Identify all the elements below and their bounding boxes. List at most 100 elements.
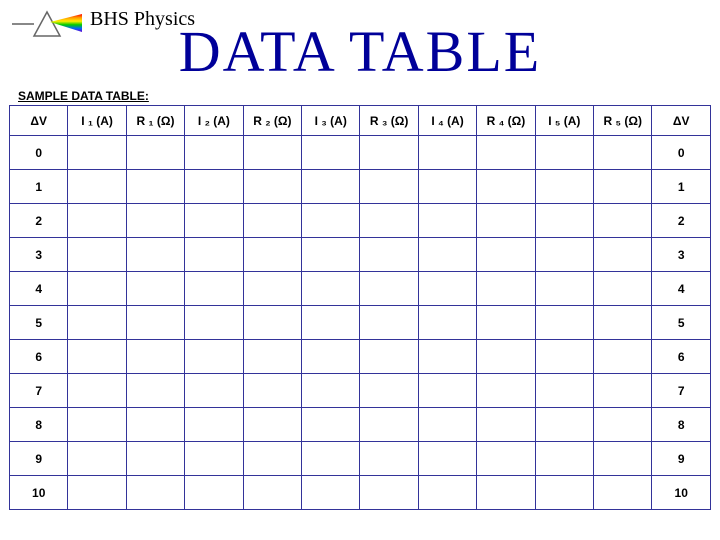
- row-label-left: 2: [10, 204, 68, 238]
- col-header: I ₁ (A): [68, 106, 126, 136]
- data-cell: [360, 272, 418, 306]
- data-cell: [477, 136, 535, 170]
- data-cell: [126, 238, 184, 272]
- data-cell: [535, 306, 593, 340]
- data-cell: [302, 442, 360, 476]
- table-row: 33: [10, 238, 711, 272]
- data-cell: [418, 374, 476, 408]
- data-cell: [535, 272, 593, 306]
- data-cell: [360, 204, 418, 238]
- row-label-right: 9: [652, 442, 711, 476]
- data-cell: [68, 374, 126, 408]
- table-row: 44: [10, 272, 711, 306]
- col-header: ΔV: [652, 106, 711, 136]
- data-cell: [126, 374, 184, 408]
- data-cell: [68, 272, 126, 306]
- data-cell: [126, 442, 184, 476]
- data-cell: [68, 170, 126, 204]
- data-cell: [594, 476, 652, 510]
- data-cell: [594, 204, 652, 238]
- data-cell: [126, 170, 184, 204]
- data-cell: [302, 476, 360, 510]
- data-cell: [535, 476, 593, 510]
- row-label-right: 10: [652, 476, 711, 510]
- col-header: I ₅ (A): [535, 106, 593, 136]
- data-cell: [243, 170, 301, 204]
- data-cell: [477, 374, 535, 408]
- data-cell: [185, 204, 243, 238]
- data-cell: [594, 272, 652, 306]
- data-cell: [185, 340, 243, 374]
- data-cell: [126, 340, 184, 374]
- data-table: ΔV I ₁ (A) R ₁ (Ω) I ₂ (A) R ₂ (Ω) I ₃ (…: [9, 105, 711, 510]
- row-label-right: 7: [652, 374, 711, 408]
- data-cell: [477, 442, 535, 476]
- table-row: 88: [10, 408, 711, 442]
- table-row: 55: [10, 306, 711, 340]
- data-cell: [418, 272, 476, 306]
- data-cell: [243, 476, 301, 510]
- table-subhead: SAMPLE DATA TABLE:: [18, 89, 720, 103]
- data-cell: [126, 408, 184, 442]
- data-cell: [418, 408, 476, 442]
- data-cell: [360, 340, 418, 374]
- row-label-right: 0: [652, 136, 711, 170]
- data-cell: [126, 476, 184, 510]
- data-cell: [302, 340, 360, 374]
- data-cell: [477, 170, 535, 204]
- data-cell: [477, 306, 535, 340]
- data-cell: [243, 306, 301, 340]
- data-cell: [243, 340, 301, 374]
- data-cell: [360, 170, 418, 204]
- data-cell: [360, 442, 418, 476]
- table-row: 22: [10, 204, 711, 238]
- row-label-left: 6: [10, 340, 68, 374]
- data-cell: [535, 408, 593, 442]
- data-cell: [68, 476, 126, 510]
- col-header: R ₂ (Ω): [243, 106, 301, 136]
- row-label-left: 1: [10, 170, 68, 204]
- row-label-left: 9: [10, 442, 68, 476]
- table-row: 77: [10, 374, 711, 408]
- data-cell: [594, 408, 652, 442]
- col-header: R ₅ (Ω): [594, 106, 652, 136]
- table-header-row: ΔV I ₁ (A) R ₁ (Ω) I ₂ (A) R ₂ (Ω) I ₃ (…: [10, 106, 711, 136]
- row-label-right: 1: [652, 170, 711, 204]
- data-cell: [185, 136, 243, 170]
- data-cell: [418, 170, 476, 204]
- data-cell: [594, 442, 652, 476]
- data-cell: [68, 408, 126, 442]
- data-cell: [68, 136, 126, 170]
- col-header: R ₃ (Ω): [360, 106, 418, 136]
- data-cell: [360, 306, 418, 340]
- data-cell: [477, 340, 535, 374]
- col-header: R ₄ (Ω): [477, 106, 535, 136]
- data-cell: [360, 408, 418, 442]
- row-label-right: 2: [652, 204, 711, 238]
- table-row: 11: [10, 170, 711, 204]
- data-cell: [360, 238, 418, 272]
- data-cell: [243, 204, 301, 238]
- data-cell: [418, 136, 476, 170]
- row-label-left: 7: [10, 374, 68, 408]
- data-cell: [243, 238, 301, 272]
- data-cell: [594, 374, 652, 408]
- data-cell: [477, 272, 535, 306]
- data-cell: [68, 306, 126, 340]
- col-header: ΔV: [10, 106, 68, 136]
- data-cell: [68, 442, 126, 476]
- data-cell: [360, 374, 418, 408]
- data-cell: [535, 136, 593, 170]
- data-cell: [185, 170, 243, 204]
- col-header: I ₂ (A): [185, 106, 243, 136]
- data-cell: [68, 340, 126, 374]
- table-row: 66: [10, 340, 711, 374]
- row-label-left: 0: [10, 136, 68, 170]
- row-label-left: 5: [10, 306, 68, 340]
- data-cell: [243, 374, 301, 408]
- data-cell: [535, 170, 593, 204]
- col-header: I ₄ (A): [418, 106, 476, 136]
- data-cell: [243, 272, 301, 306]
- col-header: I ₃ (A): [302, 106, 360, 136]
- data-cell: [185, 306, 243, 340]
